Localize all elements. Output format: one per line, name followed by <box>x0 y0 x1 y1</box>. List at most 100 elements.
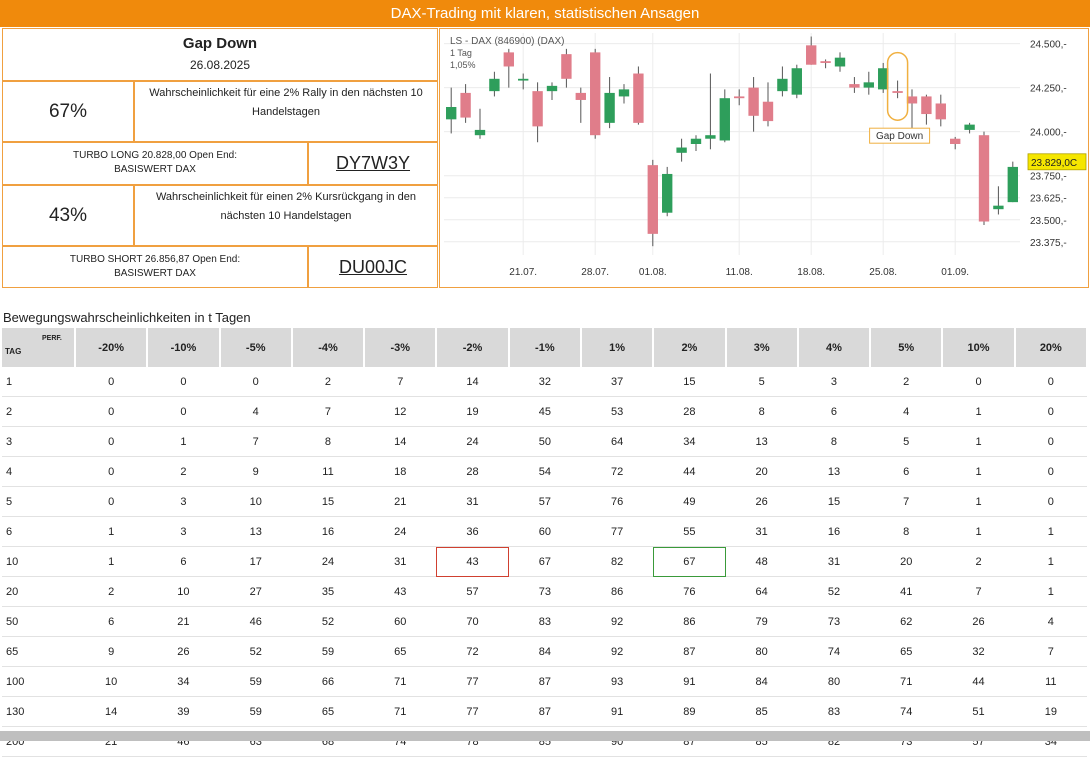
candle-body <box>633 73 644 123</box>
row-days: 2 <box>2 396 75 427</box>
candle-body <box>604 92 615 123</box>
table-cell: 71 <box>870 666 943 697</box>
table-cell: 32 <box>942 636 1015 667</box>
row-days: 4 <box>2 456 75 487</box>
candle <box>820 59 831 69</box>
table-cell: 34 <box>147 666 220 697</box>
table-cell: 0 <box>1014 456 1087 487</box>
candle-body <box>820 61 831 63</box>
candle <box>647 159 658 247</box>
table-cell: 36 <box>436 516 509 547</box>
table-cell: 74 <box>797 636 871 667</box>
row-days: 10 <box>2 546 75 577</box>
table-cell: 24 <box>291 546 365 577</box>
column-header: -10% <box>147 328 221 367</box>
candle-body <box>892 91 903 93</box>
column-header: 4% <box>797 328 872 367</box>
table-cell: 7 <box>219 426 292 457</box>
table-cell: 87 <box>508 666 581 697</box>
table-cell: 14 <box>75 696 148 727</box>
row-days: 130 <box>2 696 75 727</box>
table-cell: 65 <box>364 636 437 667</box>
down-probability-text: Wahrscheinlichkeit für einen 2% Kursrück… <box>134 185 438 246</box>
column-header: 10% <box>942 328 1016 367</box>
table-cell: 84 <box>725 666 798 697</box>
table-row: 130 14 39 59 65 71 77 87 91 89 85 83 74 51 19 <box>2 696 1087 727</box>
candle <box>748 77 759 132</box>
gap-label-box <box>869 127 931 144</box>
table-cell: 74 <box>870 696 943 727</box>
table-cell: 76 <box>580 486 654 517</box>
table-cell: 1 <box>942 456 1015 487</box>
x-tick-label: 01.08. <box>639 267 667 278</box>
table-cell: 1 <box>942 486 1015 517</box>
table-cell: 70 <box>436 606 509 637</box>
table-cell: 73 <box>508 576 581 607</box>
row-days: 100 <box>2 666 75 697</box>
table-cell: 52 <box>219 636 292 667</box>
table-cell: 4 <box>1014 606 1087 637</box>
candle <box>446 87 457 134</box>
candle <box>964 122 975 134</box>
table-cell: 0 <box>147 367 220 397</box>
table-cell: 2 <box>870 367 943 397</box>
y-tick-label: 24.000,- <box>1030 128 1067 139</box>
candle <box>618 84 630 104</box>
candle-body <box>834 57 846 67</box>
table-cell: 8 <box>725 396 798 427</box>
table-cell: 13 <box>725 426 798 457</box>
candle <box>950 136 961 150</box>
table-cell: 27 <box>219 576 292 607</box>
row-days: 3 <box>2 426 75 457</box>
table-cell: 0 <box>1014 426 1087 457</box>
table-cell: 14 <box>364 426 437 457</box>
row-days: 50 <box>2 606 75 637</box>
perf-label: PERF. <box>42 335 62 342</box>
table-cell: 0 <box>147 396 220 427</box>
candle-body <box>590 52 601 136</box>
table-cell: 9 <box>219 456 292 487</box>
turbo-long-line2: BASISWERT DAX <box>114 164 196 175</box>
probability-table-caption: Bewegungswahrscheinlichkeiten in t Tagen <box>3 310 251 325</box>
turbo-short-line2: BASISWERT DAX <box>114 268 196 279</box>
table-cell: 65 <box>870 636 943 667</box>
table-cell: 57 <box>508 486 581 517</box>
candle-body <box>906 96 918 104</box>
candle <box>993 186 1004 215</box>
candle-body <box>950 138 961 144</box>
turbo-long-info: TURBO LONG 20.828,00 Open End: BASISWERT… <box>2 142 308 185</box>
table-cell: 53 <box>580 396 654 427</box>
turbo-short-wkn-link[interactable]: DU00JC <box>308 246 438 288</box>
table-cell: 55 <box>653 516 726 547</box>
candle <box>532 82 543 143</box>
x-tick-label: 21.07. <box>509 267 537 278</box>
down-probability: 43% <box>2 185 134 246</box>
table-cell: 65 <box>291 696 365 727</box>
candle-body <box>777 78 788 92</box>
table-cell: 37 <box>580 367 654 397</box>
table-cell: 6 <box>147 546 220 577</box>
row-days: 1 <box>2 367 75 397</box>
x-tick-label: 18.08. <box>797 267 825 278</box>
table-cell: 80 <box>797 666 871 697</box>
table-cell: 44 <box>942 666 1015 697</box>
candle <box>690 135 702 152</box>
table-cell: 15 <box>797 486 871 517</box>
table-cell: 31 <box>364 546 437 577</box>
table-cell: 3 <box>147 516 220 547</box>
candle <box>791 64 802 99</box>
table-cell: 7 <box>1014 636 1087 667</box>
table-cell: 7 <box>364 367 437 397</box>
column-header: 5% <box>870 328 944 367</box>
table-cell: 7 <box>942 576 1015 607</box>
chart-change: 1,05% <box>450 60 476 70</box>
table-cell: 86 <box>653 606 726 637</box>
table-cell: 16 <box>797 516 871 547</box>
candle <box>676 138 687 162</box>
table-cell: 1 <box>1014 546 1087 577</box>
table-cell: 18 <box>364 456 437 487</box>
turbo-long-wkn-link[interactable]: DY7W3Y <box>308 142 438 185</box>
table-cell: 5 <box>725 367 798 397</box>
candle-body <box>935 103 946 120</box>
table-row: 5 0 3 10 15 21 31 57 76 49 26 15 7 1 0 <box>2 486 1087 517</box>
